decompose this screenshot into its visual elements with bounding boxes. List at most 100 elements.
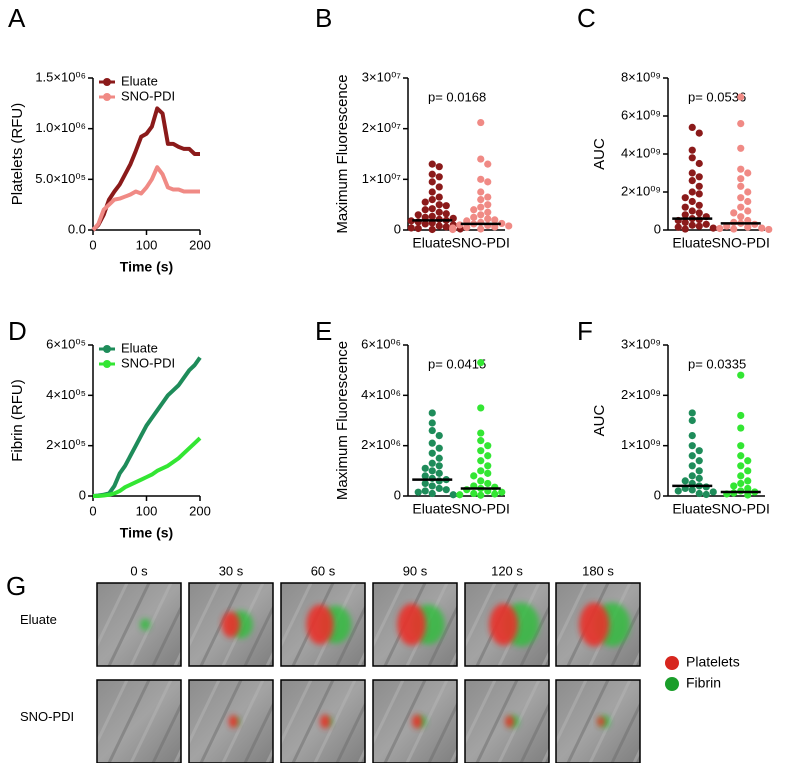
image-frame — [280, 582, 366, 667]
y-tick-label: 6×10⁰⁶ — [361, 336, 401, 351]
data-point — [484, 160, 492, 168]
data-point — [477, 203, 485, 211]
panel-letter: C — [577, 3, 596, 33]
data-point — [688, 207, 696, 215]
y-tick-label: 3×10⁰⁷ — [362, 69, 401, 84]
data-point — [477, 188, 485, 196]
image-frame — [188, 679, 274, 763]
data-point — [737, 175, 745, 183]
data-point — [477, 404, 485, 412]
data-point — [744, 457, 752, 465]
data-point — [688, 472, 696, 480]
data-point — [688, 462, 696, 470]
data-point — [435, 469, 443, 477]
data-point — [484, 442, 492, 450]
data-point — [470, 489, 478, 498]
data-point — [421, 487, 429, 495]
x-axis-label: Time (s) — [120, 525, 173, 541]
texture — [497, 680, 541, 763]
data-point — [484, 469, 492, 477]
series-line — [92, 356, 202, 498]
texture — [313, 680, 357, 763]
legend-swatch — [665, 656, 679, 670]
data-point — [688, 123, 696, 131]
data-point — [477, 225, 485, 233]
data-point — [709, 224, 717, 232]
image-frame — [555, 679, 641, 763]
data-point — [428, 474, 436, 482]
data-point — [709, 488, 717, 496]
data-point — [407, 217, 415, 225]
data-point — [484, 215, 492, 223]
data-point — [737, 93, 745, 101]
data-point — [688, 416, 696, 425]
data-point — [428, 426, 436, 435]
data-point — [695, 182, 703, 190]
data-point — [477, 491, 485, 499]
data-point — [491, 490, 499, 498]
data-point — [744, 484, 752, 493]
data-point — [737, 442, 745, 450]
data-point — [744, 223, 752, 231]
row-label: Eluate — [20, 612, 57, 627]
data-point — [695, 159, 703, 168]
data-point — [435, 484, 443, 493]
image-content — [465, 583, 549, 666]
annotation: p= 0.0168 — [428, 89, 486, 104]
texture — [465, 583, 497, 649]
data-point — [435, 477, 443, 485]
data-point — [428, 449, 436, 457]
legend-swatch — [665, 677, 679, 691]
data-point — [442, 210, 450, 218]
series-line — [91, 106, 200, 232]
legend-swatch — [103, 345, 111, 353]
texture — [556, 680, 588, 746]
data-point — [428, 409, 436, 417]
data-point — [737, 472, 745, 480]
column-label: 90 s — [403, 563, 428, 578]
micrograph — [96, 582, 182, 667]
image-content — [373, 680, 457, 763]
micrograph — [280, 582, 366, 667]
texture — [199, 680, 243, 763]
texture — [151, 604, 181, 666]
data-point — [484, 462, 492, 470]
data-point — [674, 223, 682, 231]
data-point — [737, 371, 745, 379]
row-label: SNO-PDI — [20, 709, 74, 724]
platelet-signal — [579, 602, 610, 647]
micrograph — [188, 582, 274, 667]
y-tick-label: 0 — [394, 221, 401, 236]
image-content — [189, 680, 273, 763]
data-point — [737, 120, 745, 128]
fibrin-signal — [140, 618, 151, 631]
data-point — [477, 477, 485, 485]
y-tick-label: 0 — [654, 487, 661, 502]
data-point — [498, 488, 506, 496]
y-axis-label: Platelets (RFU) — [9, 103, 26, 206]
micrograph — [372, 582, 458, 667]
texture — [107, 583, 151, 666]
data-point — [428, 212, 436, 220]
data-point — [744, 467, 752, 475]
y-tick-label: 3×10⁰⁹ — [621, 336, 661, 351]
data-point — [428, 188, 436, 196]
data-point — [688, 452, 696, 460]
data-point — [688, 221, 696, 229]
data-point — [442, 486, 450, 494]
image-frame — [372, 582, 458, 667]
micrograph — [280, 679, 366, 763]
x-tick-label: 0 — [89, 503, 96, 518]
data-point — [737, 411, 745, 420]
texture — [151, 701, 181, 763]
texture — [373, 680, 405, 746]
y-tick-label: 2×10⁰⁹ — [621, 387, 661, 402]
x-tick-label: 0 — [89, 237, 96, 252]
image-frame — [280, 679, 366, 763]
y-axis-label: Maximum Fluorescence — [334, 341, 351, 500]
image-content — [556, 680, 640, 763]
image-frame — [188, 582, 274, 667]
data-point — [484, 479, 492, 488]
image-content — [189, 583, 273, 666]
